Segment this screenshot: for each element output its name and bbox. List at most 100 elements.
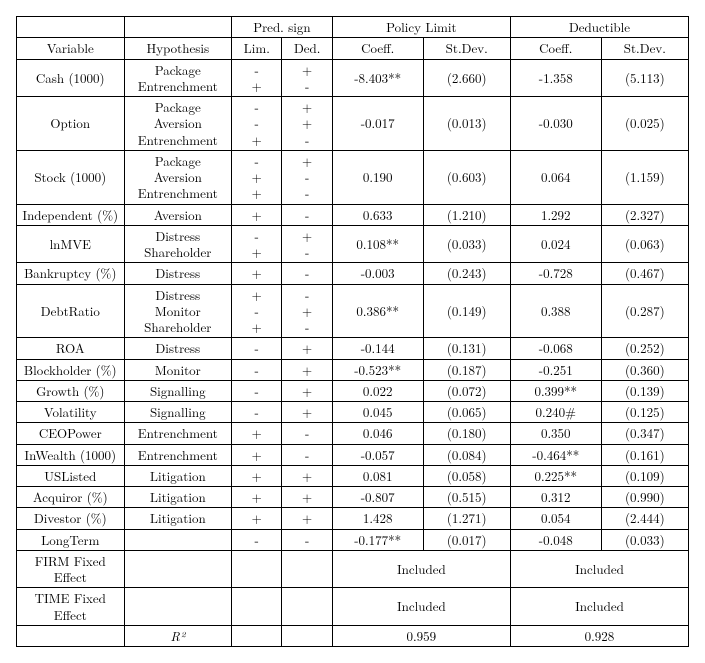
d-coef-cell: -0.048 [510, 529, 601, 550]
hyp-cell: Package Entrenchment [124, 59, 232, 97]
pl-sd-cell: (1.210) [423, 204, 510, 225]
pl-sd-cell: (0.187) [423, 359, 510, 380]
d-coef-cell: 0.312 [510, 487, 601, 508]
var-cell: Acquiror (%) [17, 487, 125, 508]
ded-cell: + + - [282, 97, 332, 151]
hyp-cell: Litigation [124, 487, 232, 508]
d-sd-cell: (0.125) [601, 402, 688, 423]
table-row: lnMVE Distress Shareholder - + + - 0.108… [17, 225, 689, 263]
pl-coef-cell: 0.108** [332, 225, 423, 263]
empty-cell [232, 588, 282, 626]
lim-cell: + [232, 444, 282, 465]
pl-coef-cell: 1.428 [332, 508, 423, 529]
lim-cell: + - + [232, 284, 282, 338]
d-sd-cell: (0.990) [601, 487, 688, 508]
d-sd-cell: (0.347) [601, 423, 688, 444]
pl-coef-cell: 0.046 [332, 423, 423, 444]
table-row-time-fe: TIME Fixed Effect Included Included [17, 588, 689, 626]
ded-cell: + [282, 380, 332, 401]
lim-cell: - [232, 359, 282, 380]
d-coef-cell: 0.388 [510, 284, 601, 338]
d-sd-cell: (0.025) [601, 97, 688, 151]
d-sd-cell: (0.033) [601, 529, 688, 550]
var-cell: Divestor (%) [17, 508, 125, 529]
hyp-cell: Entrenchment [124, 423, 232, 444]
pl-sd-cell: (0.131) [423, 338, 510, 359]
ded-cell: + - [282, 59, 332, 97]
d-sd-cell: (5.113) [601, 59, 688, 97]
empty-cell [282, 588, 332, 626]
table-body: Cash (1000) Package Entrenchment - + + -… [17, 59, 689, 647]
var-cell: Independent (%) [17, 204, 125, 225]
table-row: DebtRatio Distress Monitor Shareholder +… [17, 284, 689, 338]
table-row: USListed Litigation + + 0.081 (0.058) 0.… [17, 465, 689, 486]
d-sd-cell: (0.063) [601, 225, 688, 263]
pl-coef-cell: -0.017 [332, 97, 423, 151]
var-cell: LongTerm [17, 529, 125, 550]
table-row: Acquiror (%) Litigation + + -0.807 (0.51… [17, 487, 689, 508]
hyp-cell [124, 529, 232, 550]
d-sd-cell: (0.287) [601, 284, 688, 338]
header-stdev-pl: St.Dev. [423, 38, 510, 59]
header-row-1: Pred. sign Policy Limit Deductible [17, 17, 689, 38]
pl-sd-cell: (0.072) [423, 380, 510, 401]
lim-cell: - + [232, 225, 282, 263]
table-row: Option Package Aversion Entrenchment - -… [17, 97, 689, 151]
hyp-cell: Aversion [124, 204, 232, 225]
firm-fe-label: FIRM Fixed Effect [17, 550, 125, 588]
table-row: Cash (1000) Package Entrenchment - + + -… [17, 59, 689, 97]
empty-cell [232, 550, 282, 588]
var-cell: CEOPower [17, 423, 125, 444]
table-row: LongTerm - - -0.177** (0.017) -0.048 (0.… [17, 529, 689, 550]
ded-cell: + [282, 508, 332, 529]
header-variable: Variable [17, 38, 125, 59]
d-sd-cell: (2.444) [601, 508, 688, 529]
ded-cell: - [282, 529, 332, 550]
pl-sd-cell: (0.058) [423, 465, 510, 486]
pl-coef-cell: -0.177** [332, 529, 423, 550]
d-sd-cell: (0.467) [601, 263, 688, 284]
ded-cell: - [282, 423, 332, 444]
lim-cell: + [232, 204, 282, 225]
var-cell: Blockholder (%) [17, 359, 125, 380]
pl-sd-cell: (0.515) [423, 487, 510, 508]
ded-cell: + [282, 465, 332, 486]
pl-coef-cell: -0.807 [332, 487, 423, 508]
var-cell: Stock (1000) [17, 150, 125, 204]
d-coef-cell: 0.024 [510, 225, 601, 263]
d-sd-cell: (0.360) [601, 359, 688, 380]
d-coef-cell: 0.350 [510, 423, 601, 444]
table-row: Divestor (%) Litigation + + 1.428 (1.271… [17, 508, 689, 529]
pl-coef-cell: 0.386** [332, 284, 423, 338]
table-row: ROA Distress - + -0.144 (0.131) -0.068 (… [17, 338, 689, 359]
firm-fe-d: Included [510, 550, 688, 588]
ded-cell: + [282, 402, 332, 423]
d-coef-cell: -0.728 [510, 263, 601, 284]
pl-coef-cell: -0.057 [332, 444, 423, 465]
empty-cell [282, 625, 332, 646]
header-coef-pl: Coeff. [332, 38, 423, 59]
table-row-r2: R² 0.959 0.928 [17, 625, 689, 646]
table-row: CEOPower Entrenchment + - 0.046 (0.180) … [17, 423, 689, 444]
ded-cell: - [282, 263, 332, 284]
r2-label: R² [124, 625, 232, 646]
pl-coef-cell: 0.045 [332, 402, 423, 423]
lim-cell: + [232, 263, 282, 284]
d-coef-cell: -1.358 [510, 59, 601, 97]
pl-coef-cell: -0.003 [332, 263, 423, 284]
table-row: InWealth (1000) Entrenchment + - -0.057 … [17, 444, 689, 465]
lim-cell: + [232, 423, 282, 444]
lim-cell: + [232, 487, 282, 508]
hyp-cell: Distress [124, 338, 232, 359]
header-hypothesis: Hypothesis [124, 38, 232, 59]
var-cell: Growth (%) [17, 380, 125, 401]
lim-cell: - [232, 529, 282, 550]
regression-table: Pred. sign Policy Limit Deductible Varia… [16, 16, 689, 647]
d-coef-cell: -0.464** [510, 444, 601, 465]
var-cell: InWealth (1000) [17, 444, 125, 465]
time-fe-label: TIME Fixed Effect [17, 588, 125, 626]
d-coef-cell: 0.225** [510, 465, 601, 486]
lim-cell: - + + [232, 150, 282, 204]
var-cell: Cash (1000) [17, 59, 125, 97]
ded-cell: + - - [282, 150, 332, 204]
